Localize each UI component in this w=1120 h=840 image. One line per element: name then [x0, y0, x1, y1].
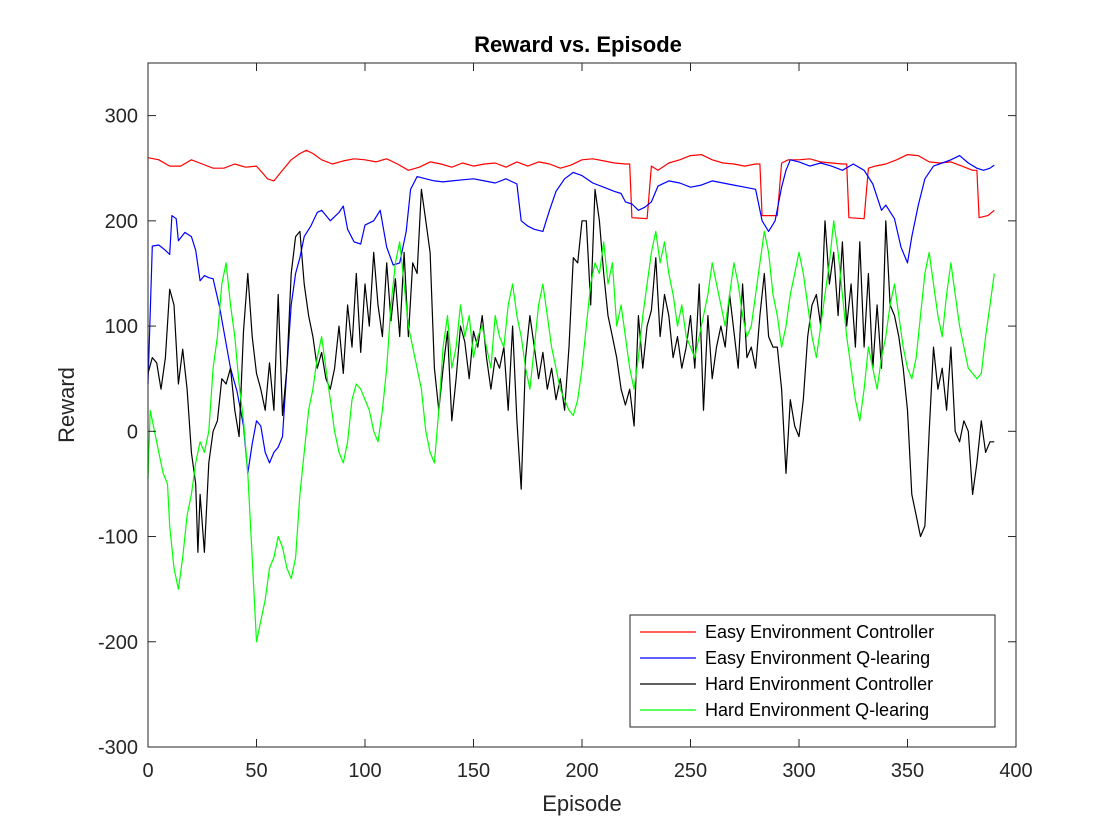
legend-box — [629, 614, 996, 728]
legend-label-3: Hard Environment Q-learing — [705, 700, 929, 720]
y-tick-label: -100 — [98, 527, 138, 549]
x-tick-label: 100 — [348, 760, 381, 782]
legend-label-1: Easy Environment Q-learing — [705, 648, 930, 668]
x-tick-label: 250 — [674, 760, 707, 782]
x-tick-label: 300 — [782, 760, 815, 782]
y-tick-label: 300 — [105, 106, 138, 128]
x-axis-ticks: 0 50 100 150 200 250 300 350 400 — [142, 63, 1033, 782]
series-group — [147, 149, 995, 643]
x-tick-label: 200 — [565, 760, 598, 782]
x-axis-label: Episode — [542, 791, 622, 816]
y-tick-label: 100 — [105, 316, 138, 338]
y-tick-label: 200 — [105, 211, 138, 233]
y-tick-label: -300 — [98, 737, 138, 759]
series-line-0 — [147, 149, 995, 220]
x-tick-label: 150 — [457, 760, 490, 782]
y-tick-label: -200 — [98, 632, 138, 654]
legend: Easy Environment Controller Easy Environm… — [629, 614, 996, 728]
y-axis-ticks: -300 -200 -100 0 100 200 300 — [98, 106, 1016, 759]
x-tick-label: 0 — [142, 760, 153, 782]
series-line-2 — [147, 188, 995, 553]
y-axis-label: Reward — [54, 367, 79, 443]
x-tick-label: 50 — [245, 760, 267, 782]
x-tick-label: 350 — [891, 760, 924, 782]
chart-title: Reward vs. Episode — [474, 32, 682, 57]
legend-label-2: Hard Environment Controller — [705, 674, 933, 694]
x-tick-label: 400 — [999, 760, 1032, 782]
legend-label-0: Easy Environment Controller — [705, 622, 934, 642]
y-tick-label: 0 — [127, 421, 138, 443]
series-line-3 — [147, 220, 995, 643]
